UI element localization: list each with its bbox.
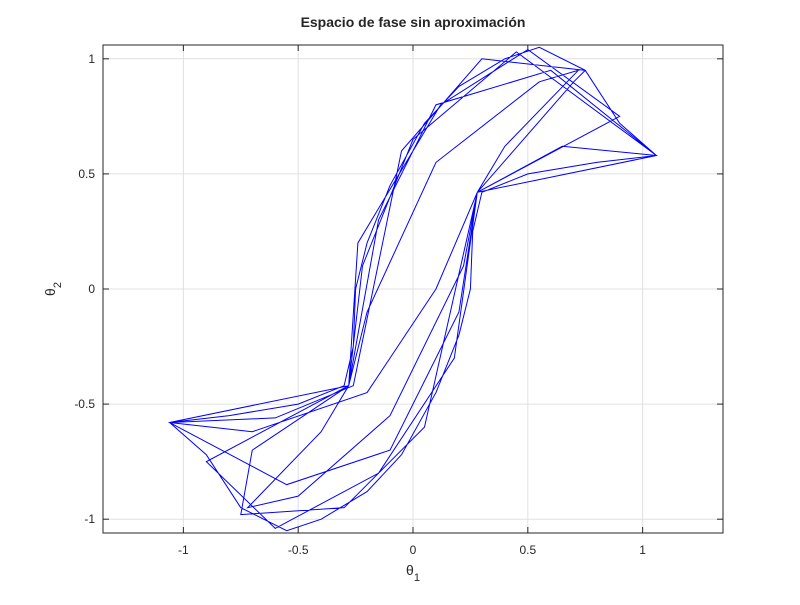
x-tick-label: 1 bbox=[639, 543, 646, 557]
y-tick-label: 0 bbox=[88, 282, 95, 296]
y-label-subscript: 2 bbox=[52, 282, 64, 288]
x-tick-label: -0.5 bbox=[288, 543, 309, 557]
plot-frame bbox=[102, 44, 724, 534]
x-label-symbol: θ bbox=[406, 562, 414, 578]
y-tick-label: 0.5 bbox=[78, 167, 95, 181]
trajectory-line bbox=[167, 46, 659, 532]
y-tick-label: 1 bbox=[88, 52, 95, 66]
x-tick-label: 0 bbox=[410, 543, 417, 557]
y-label-symbol: θ bbox=[42, 288, 58, 296]
y-tick-label: -1 bbox=[84, 512, 95, 526]
x-tick-label: 0.5 bbox=[519, 543, 536, 557]
x-axis-label: θ1 bbox=[406, 562, 420, 584]
x-label-subscript: 1 bbox=[414, 572, 420, 584]
y-axis-label: θ2 bbox=[42, 282, 64, 296]
y-tick-label: -0.5 bbox=[74, 397, 95, 411]
chart-title: Espacio de fase sin aproximación bbox=[301, 14, 526, 30]
x-tick-label: -1 bbox=[178, 543, 189, 557]
